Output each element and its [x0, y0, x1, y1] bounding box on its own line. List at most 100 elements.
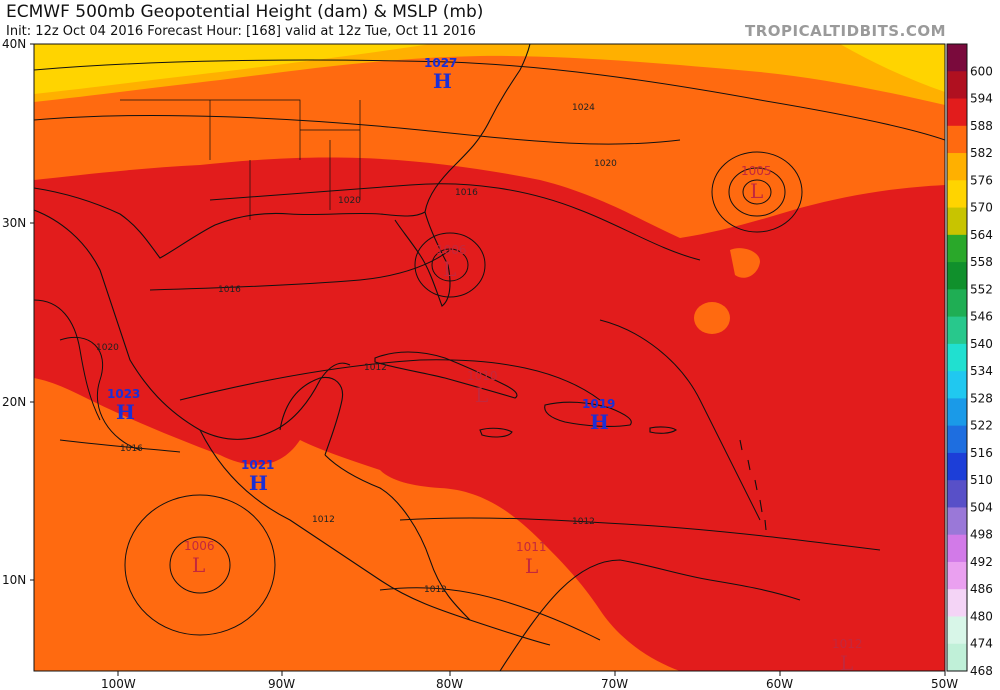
height-576-region-west [34, 44, 430, 94]
pressure-value: 1005 [741, 164, 772, 178]
colorbar-label: 564 [970, 228, 993, 242]
isobar-label: 1020 [338, 196, 361, 206]
low-pressure-center: 1010 L [467, 369, 498, 407]
colorbar-label: 600 [970, 64, 993, 78]
colorbar-swatch [947, 44, 967, 72]
colorbar-swatch [947, 71, 967, 100]
colorbar-label: 504 [970, 500, 993, 514]
pressure-value: 1027 [424, 56, 457, 70]
isobar-1012-south [399, 517, 881, 551]
isobar-1012-coast [379, 587, 601, 641]
lon-label: 90W [268, 677, 295, 690]
pressure-value: 1011 [516, 540, 547, 554]
pressure-value: 1023 [107, 387, 140, 401]
us-state-borders [120, 99, 361, 220]
low-marker: L [525, 554, 538, 578]
isobar-1024 [34, 59, 945, 141]
isobar-label: 1012 [572, 517, 595, 527]
jamaica-outline [479, 427, 513, 438]
colorbar-label: 510 [970, 473, 993, 487]
pressure-value: 1006 [436, 243, 467, 257]
low-pressure-center: 1012 L [832, 637, 863, 675]
map-subtitle: Init: 12z Oct 04 2016 Forecast Hour: [16… [6, 24, 476, 39]
puerto-rico-outline [649, 426, 677, 434]
isobar-pacific-low [124, 494, 276, 636]
isobar-label: 1012 [424, 585, 447, 595]
latitude-axis: 40N 30N 20N 10N [2, 37, 34, 587]
lon-label: 60W [766, 677, 793, 690]
isobar-1016-north [209, 183, 701, 261]
hispaniola-outline [544, 401, 632, 427]
mexico-coastline [34, 209, 351, 440]
isobar-label: 1020 [96, 343, 119, 353]
low-marker: L [840, 651, 853, 675]
pressure-value: 1021 [241, 458, 274, 472]
high-marker: H [249, 471, 268, 495]
isobar-label: 1020 [594, 159, 617, 169]
colorbar-label: 468 [970, 664, 993, 678]
isobar-label: 1012 [312, 515, 335, 525]
height-fill-layer [34, 44, 945, 671]
colorbar-label: 492 [970, 555, 993, 569]
isobar-labels: 1024 1020 1020 1016 1016 1012 1012 1012 … [96, 103, 617, 595]
isobar-label: 1024 [572, 103, 595, 113]
pressure-value: 1010 [467, 369, 498, 383]
height-colorbar: 600 594 588 582 576 570 564 558 552 546 540 534 528 5… [946, 43, 993, 678]
site-brand: TROPICALTIDBITS.COM [745, 22, 946, 40]
colorbar-swatch [947, 589, 967, 617]
isobar-1016-pacific [59, 439, 181, 453]
colorbar-swatch [947, 561, 967, 590]
colorbar-label: 582 [970, 146, 993, 160]
colorbar-swatch [947, 425, 967, 454]
colorbar-label: 546 [970, 310, 993, 324]
pressure-centers: 1027 H 1005 L 1006 L 1023 H 1010 L 1019 … [107, 56, 863, 675]
isobar-label: 1016 [120, 444, 143, 454]
land-outlines [34, 44, 801, 671]
map-frame [33, 43, 946, 672]
colorbar-swatch [947, 289, 967, 318]
colorbar-label: 480 [970, 609, 993, 623]
colorbar-swatch [947, 262, 967, 290]
lon-label: 50W [931, 677, 958, 690]
us-gulf-coastline [34, 187, 451, 307]
lat-label: 10N [2, 573, 26, 587]
colorbar-swatch [947, 98, 967, 127]
colorbar-swatch [947, 316, 967, 345]
isobars [34, 59, 945, 641]
colorbar-label: 522 [970, 419, 993, 433]
pressure-value: 1019 [582, 397, 615, 411]
high-pressure-center: 1027 H [424, 56, 457, 93]
low-pressure-center: 1011 L [516, 540, 547, 578]
isobar-florida-low-outer [414, 232, 486, 298]
colorbar-label: 588 [970, 119, 993, 133]
pressure-value: 1006 [184, 539, 215, 553]
colorbar-frame [946, 43, 968, 672]
low-marker: L [475, 383, 488, 407]
high-pressure-center: 1019 H [582, 397, 615, 434]
isobar-label: 1012 [364, 363, 387, 373]
colorbar-swatch [947, 343, 967, 372]
colorbar-label: 528 [970, 391, 993, 405]
colorbar-swatch [947, 616, 967, 645]
high-marker: H [433, 69, 452, 93]
isobar-1020 [34, 114, 681, 145]
longitude-axis: 100W 90W 80W 70W 60W 50W [101, 671, 958, 690]
isobar-florida-low-inner [431, 248, 469, 282]
high-pressure-center: 1021 H [241, 458, 274, 495]
height-588-lobe [730, 248, 760, 278]
low-marker: L [750, 179, 763, 203]
cuba-outline [374, 351, 518, 399]
high-marker: H [116, 400, 135, 424]
colorbar-label: 594 [970, 92, 993, 106]
isobar-label: 1016 [218, 285, 241, 295]
colorbar-label: 498 [970, 528, 993, 542]
colorbar-swatch [947, 180, 967, 209]
high-marker: H [590, 410, 609, 434]
lat-label: 30N [2, 216, 26, 230]
colorbar-swatch [947, 507, 967, 536]
south-america-coastline [499, 559, 801, 671]
isobar-atlantic-low-outer [711, 151, 803, 233]
height-576-region-east [840, 44, 945, 92]
isobar-1012-north [179, 359, 601, 401]
